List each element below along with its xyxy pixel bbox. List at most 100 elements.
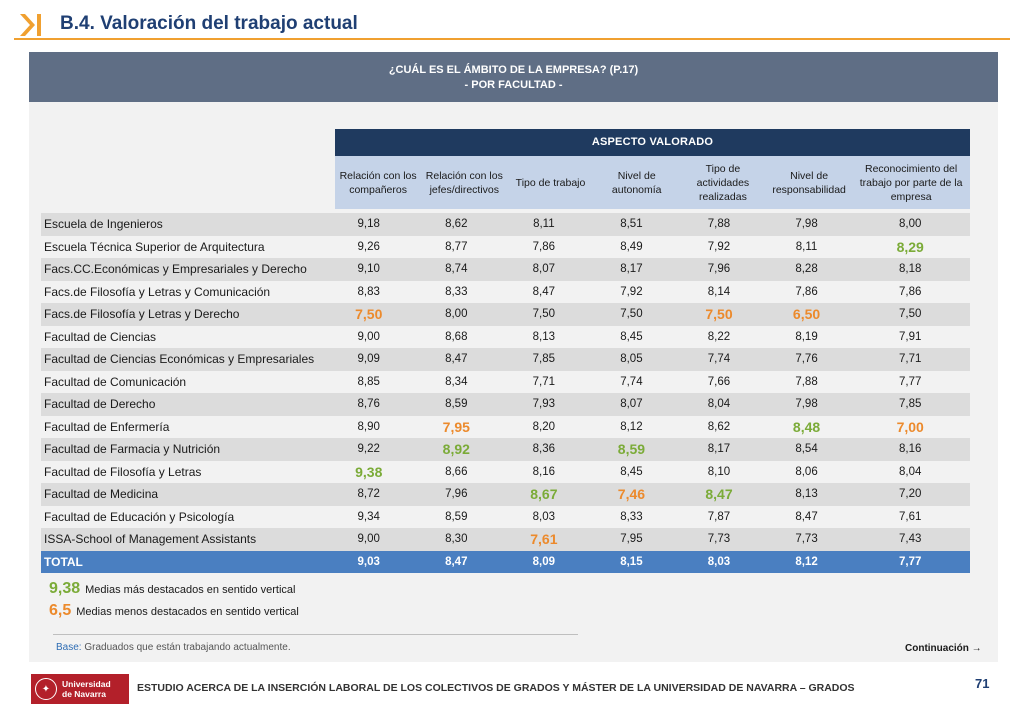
table-cell: 7,43 [898, 533, 922, 546]
table-cell: 8,14 [707, 285, 731, 298]
table-row: Facs.CC.Económicas y Empresariales y Der… [41, 258, 970, 281]
table-row: Facs.de Filosofía y Letras y Derecho 7,50… [41, 303, 970, 326]
total-row: TOTAL 9,03 8,47 8,09 8,15 8,03 8,12 7,77 [41, 550, 970, 573]
page-number: 71 [975, 676, 990, 691]
table-cell: 8,72 [357, 488, 380, 501]
table-cell: 8,04 [898, 465, 922, 478]
table-cell: 8,05 [620, 353, 643, 366]
table-column-headers: Relación con los compañeros Relación con … [335, 156, 970, 209]
table-cell: 8,07 [532, 263, 556, 276]
page-title: B.4. Valoración del trabajo actual [60, 13, 358, 34]
table-cell: 7,77 [898, 375, 922, 388]
table-cell: 8,16 [898, 443, 922, 456]
table-row: Facultad de Educación y Psicología 9,34 8,… [41, 506, 970, 529]
column-header: Relación con los compañeros [339, 169, 417, 196]
table-cell: 9,26 [357, 240, 380, 253]
total-cell: 8,12 [795, 555, 818, 568]
table-cell: 9,34 [357, 510, 380, 523]
logo-line-1: Universidad [62, 679, 111, 689]
table-cell: 8,51 [620, 218, 643, 231]
table-cell: 8,13 [795, 488, 818, 501]
total-cell: 7,77 [898, 555, 922, 568]
table-cell: 8,33 [445, 285, 468, 298]
chevron-right-icon [20, 14, 41, 36]
table-row: ISSA-School of Management Assistants 9,00… [41, 528, 970, 551]
table-cell: 8,22 [707, 330, 731, 343]
panel-header: ¿CUÁL ES EL ÁMBITO DE LA EMPRESA? (P.17)… [29, 52, 998, 102]
table-row: Facs.de Filosofía y Letras y Comunicació… [41, 281, 970, 304]
row-label: Facultad de Ciencias Económicas y Empres… [44, 352, 315, 367]
table-cell: 7,92 [707, 240, 731, 253]
table-cell: 7,74 [620, 375, 643, 388]
table-cell: 8,45 [620, 330, 643, 343]
table-cell: 7,96 [445, 488, 468, 501]
table-cell: 8,77 [445, 240, 468, 253]
note-divider [53, 634, 578, 635]
table-cell: 8,04 [707, 398, 731, 411]
table-cell: 8,00 [898, 218, 922, 231]
table-row: Escuela Técnica Superior de Arquitectura… [41, 236, 970, 259]
row-label: Escuela Técnica Superior de Arquitectura [44, 239, 265, 254]
table-cell: 7,50 [532, 308, 556, 321]
table-cell: 7,93 [532, 398, 556, 411]
table-cell: 8,59 [445, 510, 468, 523]
table-cell: 8,67 [530, 486, 558, 503]
table-cell: 7,85 [898, 398, 922, 411]
column-header: Nivel de responsabilidad [772, 169, 846, 196]
table-cell: 8,17 [620, 263, 643, 276]
row-label: Facultad de Farmacia y Nutrición [44, 442, 221, 457]
table-cell: 9,22 [357, 443, 380, 456]
table-cell: 8,83 [357, 285, 380, 298]
table-cell: 7,61 [898, 510, 922, 523]
table-cell: 9,09 [357, 353, 380, 366]
table-cell: 8,11 [533, 218, 555, 231]
table-cell: 7,88 [707, 218, 731, 231]
table-cell: 8,74 [445, 263, 468, 276]
table-cell: 8,49 [620, 240, 643, 253]
table-cell: 8,13 [532, 330, 556, 343]
table-cell: 8,62 [445, 218, 468, 231]
table-cell: 8,06 [795, 465, 818, 478]
arrow-right-icon: → [971, 643, 982, 654]
table-cell: 7,91 [898, 330, 922, 343]
table-cell: 7,98 [795, 398, 818, 411]
row-label: Facs.de Filosofía y Letras y Comunicació… [44, 284, 271, 299]
table-cell: 8,34 [445, 375, 468, 388]
table-cell: 7,74 [707, 353, 731, 366]
table-group-header: ASPECTO VALORADO [335, 129, 970, 156]
table-cell: 8,18 [898, 263, 922, 276]
table-cell: 7,00 [896, 418, 924, 435]
table-cell: 8,20 [532, 420, 556, 433]
base-note-label: Base: [56, 642, 82, 653]
table-cell: 7,92 [620, 285, 643, 298]
legend-high-text: Medias más destacados en sentido vertica… [85, 584, 296, 596]
table-cell: 7,86 [795, 285, 818, 298]
legend: 9,38 Medias más destacados en sentido ve… [49, 580, 299, 624]
table-row: Facultad de Farmacia y Nutrición 9,22 8,92… [41, 438, 970, 461]
table-cell: 7,50 [898, 308, 922, 321]
table-cell: 7,96 [707, 263, 731, 276]
table-cell: 7,50 [705, 306, 733, 323]
total-cell: 8,03 [707, 555, 731, 568]
table-cell: 8,30 [445, 533, 468, 546]
total-label: TOTAL [44, 554, 83, 569]
table-cell: 7,86 [898, 285, 922, 298]
total-cell: 8,15 [620, 555, 643, 568]
table-row: Facultad de Ciencias Económicas y Empres… [41, 348, 970, 371]
table-cell: 8,10 [707, 465, 731, 478]
table-cell: 7,71 [532, 375, 556, 388]
continue-link[interactable]: Continuación → [905, 643, 982, 654]
panel-subtitle: - POR FACULTAD - [464, 79, 563, 91]
table-cell: 7,95 [442, 418, 470, 435]
table-cell: 7,86 [532, 240, 556, 253]
table-cell: 8,07 [620, 398, 643, 411]
university-logo: ✦ Universidad de Navarra [31, 674, 129, 704]
total-cell: 9,03 [357, 555, 380, 568]
row-label: Facs.CC.Económicas y Empresariales y Der… [44, 262, 307, 277]
table-cell: 7,66 [707, 375, 731, 388]
panel-question: ¿CUÁL ES EL ÁMBITO DE LA EMPRESA? (P.17) [388, 64, 639, 76]
seal-icon: ✦ [35, 678, 57, 700]
table-cell: 8,68 [445, 330, 468, 343]
logo-text: Universidad de Navarra [62, 679, 111, 699]
base-note-text: Graduados que están trabajando actualmen… [81, 642, 291, 653]
